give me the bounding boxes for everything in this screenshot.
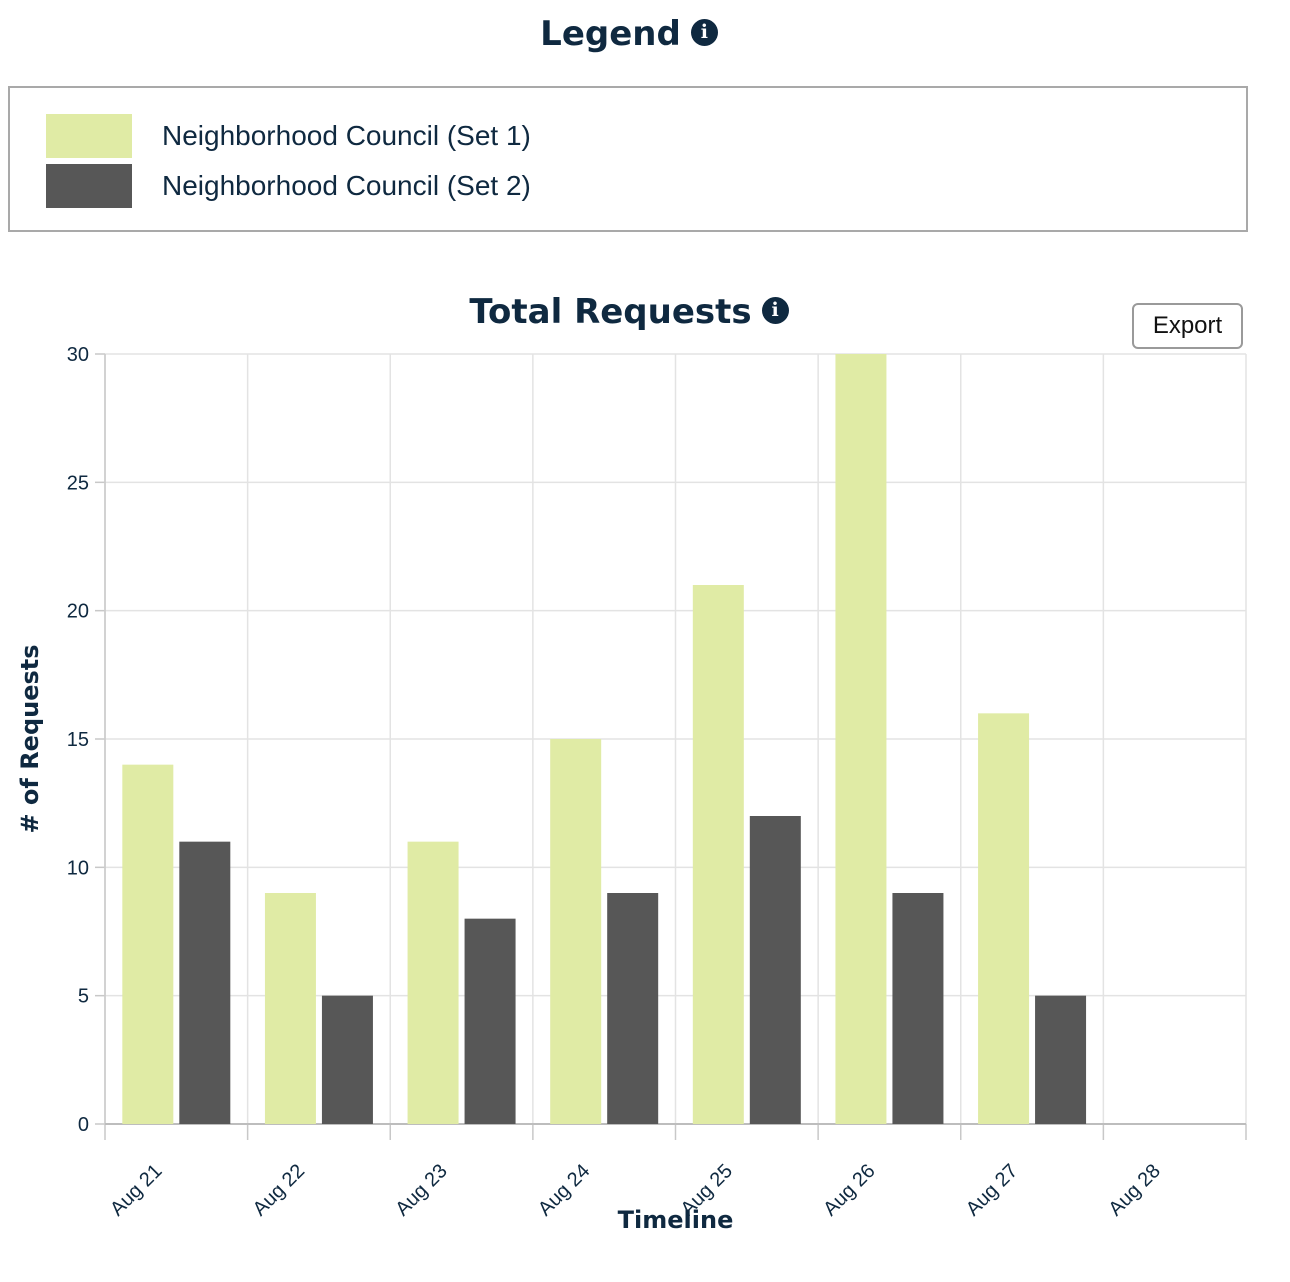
bar-set-2 bbox=[179, 841, 231, 1124]
bar-set-1 bbox=[692, 585, 744, 1124]
legend-title-text: Legend bbox=[540, 14, 681, 54]
x-tick-label: Aug 22 bbox=[249, 1160, 309, 1220]
legend-title: Legend i bbox=[0, 14, 1258, 54]
export-button[interactable]: Export bbox=[1132, 303, 1243, 349]
bar-set-2 bbox=[1035, 995, 1087, 1124]
y-tick-label: 25 bbox=[67, 472, 89, 494]
bar-set-1 bbox=[407, 841, 459, 1124]
legend-item-set-2[interactable]: Neighborhood Council (Set 2) bbox=[46, 164, 531, 208]
bar-set-1 bbox=[978, 713, 1030, 1124]
chart-title: Total Requests i bbox=[0, 292, 1258, 332]
bar-set-1 bbox=[550, 739, 602, 1124]
x-axis-title: Timeline bbox=[618, 1206, 734, 1234]
y-tick-label: 5 bbox=[78, 986, 89, 1008]
bar-set-2 bbox=[607, 893, 659, 1124]
bar-set-2 bbox=[749, 816, 801, 1124]
x-tick-label: Aug 24 bbox=[534, 1160, 594, 1220]
legend-label-set-1: Neighborhood Council (Set 1) bbox=[162, 120, 531, 151]
bar-set-2 bbox=[892, 893, 944, 1124]
legend-box: Neighborhood Council (Set 1) Neighborhoo… bbox=[8, 86, 1248, 232]
legend-item-set-1[interactable]: Neighborhood Council (Set 1) bbox=[46, 114, 531, 158]
y-tick-label: 0 bbox=[78, 1114, 89, 1136]
x-tick-label: Aug 23 bbox=[391, 1160, 451, 1220]
y-tick-label: 15 bbox=[67, 729, 89, 751]
y-tick-label: 20 bbox=[67, 601, 89, 623]
chart-title-text: Total Requests bbox=[469, 292, 752, 332]
x-tick-label: Aug 27 bbox=[962, 1160, 1022, 1220]
bar-set-1 bbox=[835, 354, 887, 1124]
legend-swatch-set-1 bbox=[46, 114, 132, 158]
legend-swatch-set-2 bbox=[46, 164, 132, 208]
info-icon[interactable]: i bbox=[761, 297, 789, 324]
x-tick-label: Aug 21 bbox=[106, 1160, 166, 1220]
bar-set-1 bbox=[264, 893, 316, 1124]
legend-label-set-2: Neighborhood Council (Set 2) bbox=[162, 170, 531, 201]
x-tick-label: Aug 26 bbox=[819, 1160, 879, 1220]
x-tick-label: Aug 28 bbox=[1105, 1160, 1165, 1220]
bar-set-1 bbox=[122, 764, 174, 1124]
y-axis-title: # of Requests bbox=[16, 644, 44, 833]
y-tick-label: 10 bbox=[67, 857, 89, 879]
bar-set-2 bbox=[464, 918, 516, 1124]
info-icon[interactable]: i bbox=[690, 19, 718, 46]
y-tick-label: 30 bbox=[67, 344, 89, 366]
bar-set-2 bbox=[321, 995, 373, 1124]
